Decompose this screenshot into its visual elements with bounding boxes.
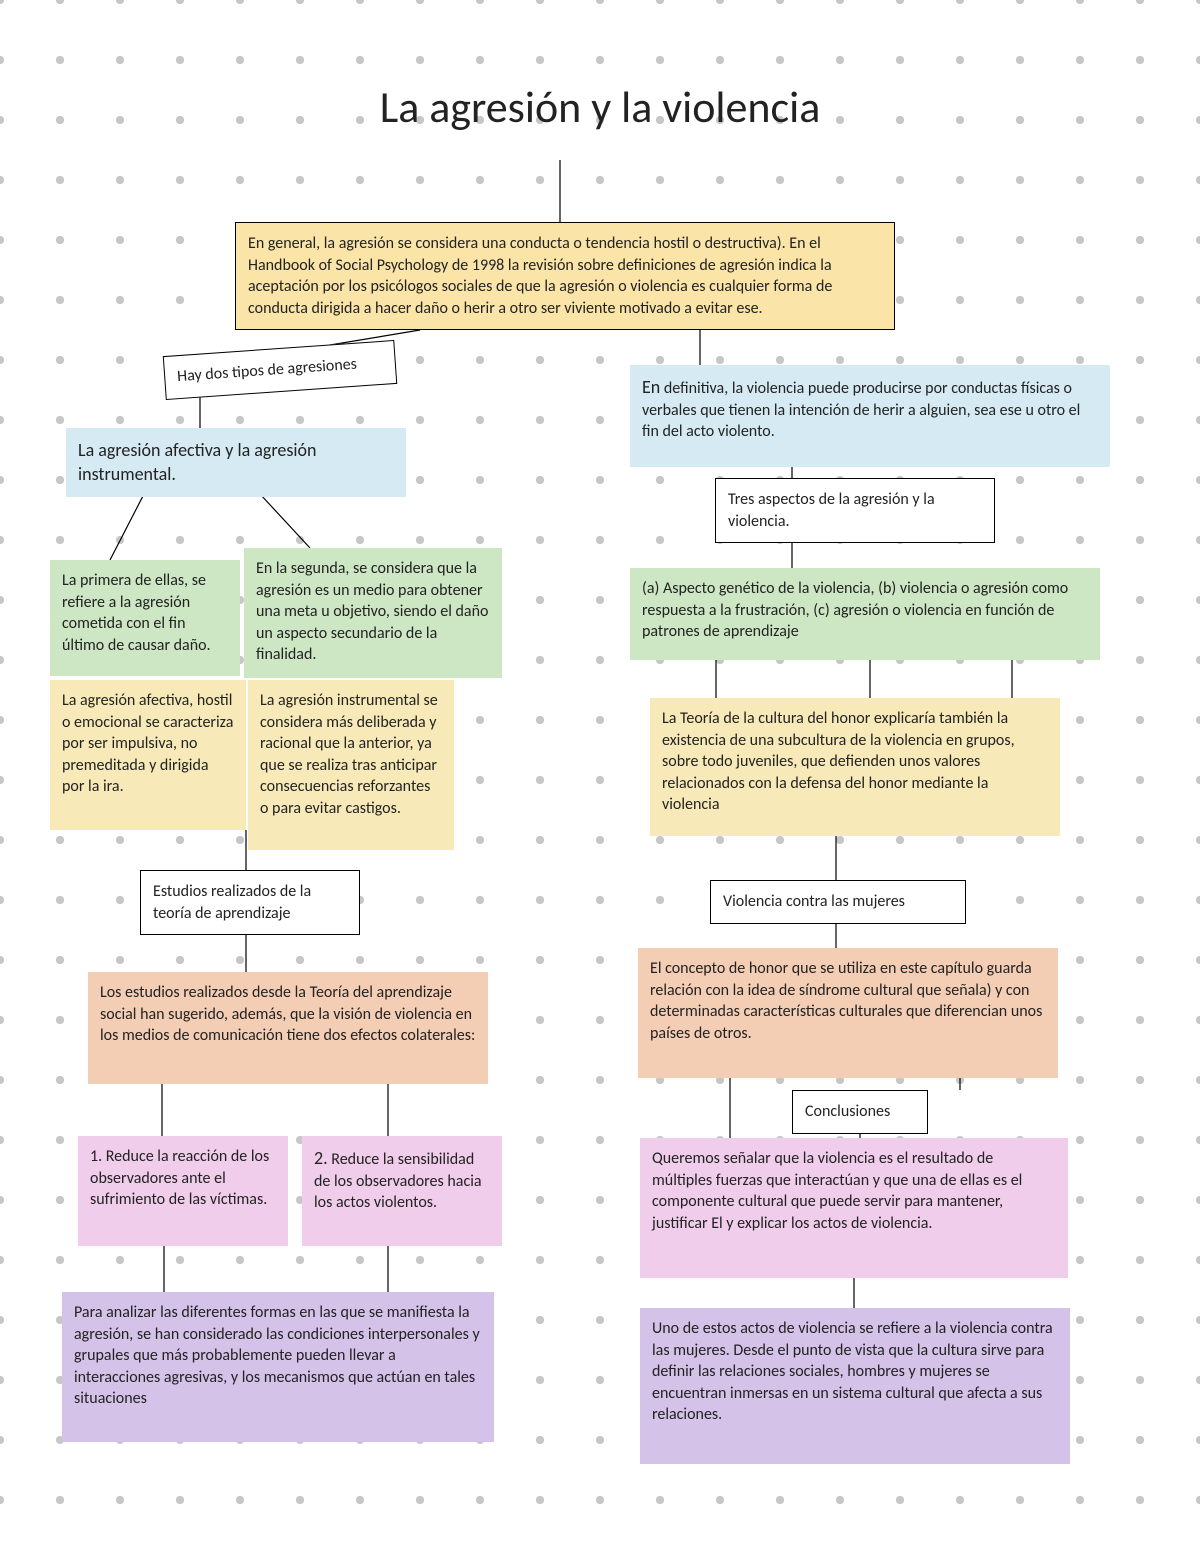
node-cultura-honor: La Teoría de la cultura del honor explic… [650, 698, 1060, 836]
node-honor-concept: El concepto de honor que se utiliza en e… [638, 948, 1058, 1078]
node-primera: La primera de ellas, se refiere a la agr… [50, 560, 240, 676]
node-abc: (a) Aspecto genético de la violencia, (b… [630, 568, 1100, 660]
node-afectiva-instrumental: La agresión afectiva y la agresión instr… [66, 428, 406, 497]
node-estudios-text: Los estudios realizados desde la Teoría … [88, 972, 488, 1084]
node-afectiva-detail: La agresión afectiva, hostil o emocional… [50, 680, 246, 830]
page-title: La agresión y la violencia [0, 80, 1200, 134]
text: 2. [314, 1147, 328, 1169]
node-analizar: Para analizar las diferentes formas en l… [62, 1292, 494, 1442]
node-efecto-1: 1. Reduce la reacción de los observadore… [78, 1136, 288, 1246]
node-efecto-2: 2. Reduce la sensibilidad de los observa… [302, 1136, 502, 1246]
node-segunda: En la segunda, se considera que la agres… [244, 548, 502, 678]
node-definitiva: En definitiva, la violencia puede produc… [630, 365, 1110, 467]
node-acto-mujeres: Uno de estos actos de violencia se refie… [640, 1308, 1070, 1464]
node-intro: En general, la agresión se considera una… [235, 222, 895, 330]
text: definitiva, la violencia puede producirs… [642, 379, 1080, 441]
node-estudios-label: Estudios realizados de la teoría de apre… [140, 870, 360, 935]
text: Reduce la sensibilidad de los observador… [314, 1150, 482, 1212]
text: En [642, 376, 660, 398]
node-conclusiones: Conclusiones [792, 1090, 928, 1134]
node-violencia-mujeres-label: Violencia contra las mujeres [710, 880, 966, 924]
node-tres-aspectos: Tres aspectos de la agresión y la violen… [715, 478, 995, 543]
node-senalar: Queremos señalar que la violencia es el … [640, 1138, 1068, 1278]
node-instrumental-detail: La agresión instrumental se considera má… [248, 680, 454, 850]
